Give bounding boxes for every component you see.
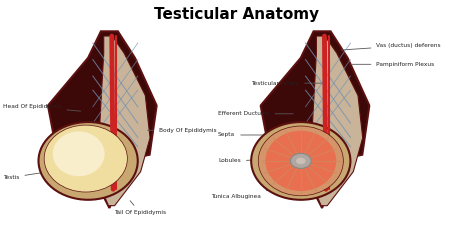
Polygon shape xyxy=(261,31,369,208)
Text: Testicular Artery: Testicular Artery xyxy=(251,81,324,86)
Text: Vas (ductus) deferens: Vas (ductus) deferens xyxy=(341,43,441,50)
Text: Lobules: Lobules xyxy=(218,158,296,163)
Text: Septa: Septa xyxy=(218,132,305,137)
Text: Tunica Albuginea: Tunica Albuginea xyxy=(211,190,272,199)
Ellipse shape xyxy=(53,132,105,176)
Ellipse shape xyxy=(251,122,350,200)
Ellipse shape xyxy=(296,158,306,164)
Text: Head Of Epididymis: Head Of Epididymis xyxy=(3,104,81,111)
Ellipse shape xyxy=(44,125,128,192)
Text: Tail Of Epididymis: Tail Of Epididymis xyxy=(114,201,166,215)
Ellipse shape xyxy=(38,122,138,200)
Polygon shape xyxy=(307,36,363,206)
Polygon shape xyxy=(48,31,156,208)
Polygon shape xyxy=(94,36,150,206)
Text: Testis: Testis xyxy=(3,171,55,180)
Ellipse shape xyxy=(291,153,311,169)
Text: Testicular Anatomy: Testicular Anatomy xyxy=(155,7,319,22)
Text: Pampiniform Plexus: Pampiniform Plexus xyxy=(351,62,435,67)
Text: Efferent Ductules: Efferent Ductules xyxy=(218,111,293,116)
Ellipse shape xyxy=(258,126,343,196)
Text: Body Of Epididymis: Body Of Epididymis xyxy=(147,128,217,133)
Ellipse shape xyxy=(265,131,336,191)
